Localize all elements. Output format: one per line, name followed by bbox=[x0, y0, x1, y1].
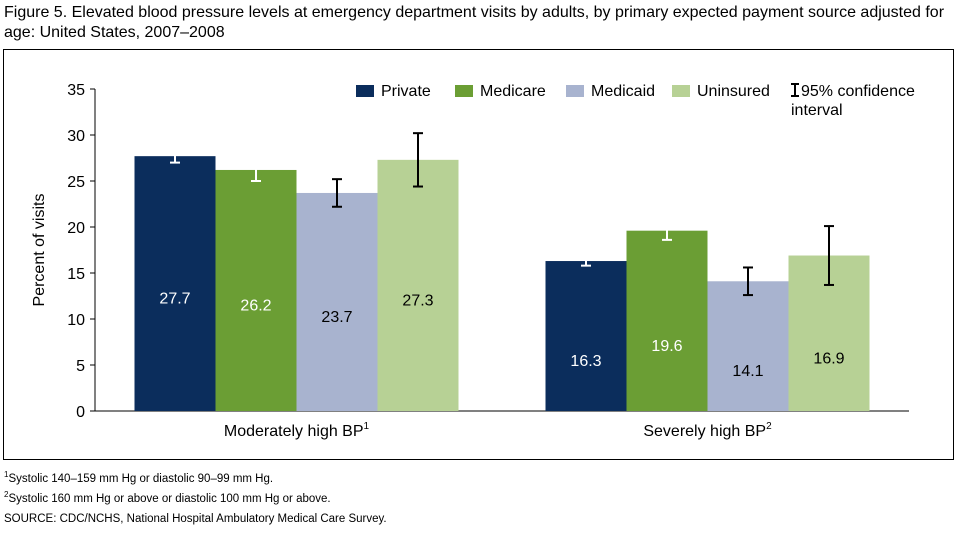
footnote-1-mark: 1 bbox=[4, 470, 9, 479]
legend-label: Medicaid bbox=[591, 83, 655, 100]
data-label: 26.2 bbox=[240, 297, 271, 314]
bar bbox=[377, 159, 459, 411]
y-tick-label: 30 bbox=[67, 128, 85, 145]
footnote-2-text: Systolic 160 mm Hg or above or diastolic… bbox=[8, 492, 331, 505]
chart-frame: 0 5 10 15 20 25 30 35 Percent of visits 27.7 16.3 2… bbox=[3, 49, 954, 460]
legend-swatch bbox=[672, 85, 690, 97]
footnote-1-text: Systolic 140–159 mm Hg or diastolic 90–9… bbox=[8, 472, 274, 485]
data-label: 27.3 bbox=[402, 292, 433, 309]
y-tick-label: 35 bbox=[67, 82, 85, 99]
legend-label: Uninsured bbox=[697, 83, 770, 100]
footnote-1: 1Systolic 140–159 mm Hg or diastolic 90–… bbox=[4, 467, 944, 487]
y-tick-label: 0 bbox=[76, 404, 85, 421]
legend-swatch bbox=[455, 85, 473, 97]
data-label: 23.7 bbox=[321, 309, 352, 326]
data-label: 14.1 bbox=[732, 363, 763, 380]
bar bbox=[215, 169, 297, 411]
footnote-2-mark: 2 bbox=[4, 489, 9, 499]
bar bbox=[545, 261, 627, 411]
y-tick-label: 25 bbox=[67, 174, 85, 191]
y-tick-label: 5 bbox=[76, 358, 85, 375]
bar bbox=[134, 156, 216, 411]
y-axis-title: Percent of visits bbox=[31, 194, 48, 307]
footnote-2: 2Systolic 160 mm Hg or above or diastoli… bbox=[4, 487, 944, 507]
figure-title: Figure 5. Elevated blood pressure levels… bbox=[4, 4, 945, 41]
x-tick-label: Moderately high BP1 bbox=[224, 421, 370, 440]
ci-legend-label: 95% confidence bbox=[801, 83, 915, 100]
footnotes: 1Systolic 140–159 mm Hg or diastolic 90–… bbox=[4, 467, 944, 527]
legend-swatch bbox=[356, 85, 374, 97]
ci-legend-label: interval bbox=[791, 102, 843, 119]
data-label: 16.3 bbox=[570, 353, 601, 370]
data-label: 27.7 bbox=[159, 291, 190, 308]
x-tick-label: Severely high BP2 bbox=[643, 421, 772, 440]
legend-swatch bbox=[566, 85, 584, 97]
legend-label: Medicare bbox=[480, 83, 546, 100]
data-label: 16.9 bbox=[813, 350, 844, 367]
bar bbox=[707, 281, 789, 411]
legend-label: Private bbox=[381, 83, 431, 100]
y-tick-label: 15 bbox=[67, 266, 85, 283]
bar bbox=[626, 230, 708, 411]
bar-chart: 0 5 10 15 20 25 30 35 Percent of visits 27.7 16.3 2… bbox=[31, 82, 915, 440]
source-note: SOURCE: CDC/NCHS, National Hospital Ambu… bbox=[4, 512, 387, 525]
bar bbox=[296, 192, 378, 411]
y-tick-label: 10 bbox=[67, 312, 85, 329]
data-label: 19.6 bbox=[651, 338, 682, 355]
y-tick-label: 20 bbox=[67, 220, 85, 237]
